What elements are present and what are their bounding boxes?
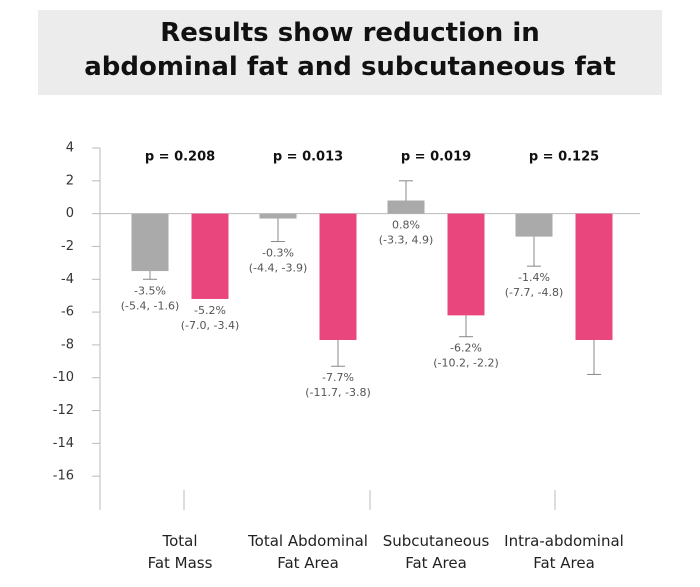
x-tick-label: Total Fat Mass	[147, 532, 213, 572]
y-tick-label: -10	[53, 370, 74, 385]
p-value: p = 0.019	[401, 150, 471, 165]
value-label: -1.4%	[518, 271, 550, 284]
value-label: -7.7%	[322, 371, 354, 384]
p-value: p = 0.125	[529, 150, 599, 165]
y-tick-label: -14	[53, 436, 74, 451]
chart-title: Results show reduction in abdominal fat …	[84, 18, 616, 82]
bar	[387, 200, 425, 214]
ci-label: (-7.0, -3.4)	[181, 319, 240, 332]
bar	[319, 213, 357, 340]
bar	[131, 213, 169, 272]
y-tick-label: 4	[66, 141, 74, 156]
bar	[191, 213, 229, 299]
bar	[515, 213, 553, 237]
value-label: -3.5%	[134, 284, 166, 297]
x-tick-label: Intra-abdominal Fat Area	[504, 532, 624, 572]
p-value: p = 0.208	[145, 150, 215, 165]
y-tick-label: -4	[61, 272, 74, 287]
y-tick-label: -6	[61, 305, 74, 320]
y-tick-label: 2	[66, 173, 74, 188]
bar	[259, 213, 297, 219]
y-tick-label: -12	[53, 403, 74, 418]
ci-label: (-5.4, -1.6)	[121, 299, 180, 312]
ci-label: (-10.2, -2.2)	[433, 357, 499, 370]
value-label: -6.2%	[450, 342, 482, 355]
y-tick-label: -8	[61, 337, 74, 352]
bar	[575, 213, 613, 340]
ci-label: (-7.7, -4.8)	[505, 286, 564, 299]
ci-label: (-11.7, -3.8)	[305, 386, 371, 399]
ci-label: (-3.3, 4.9)	[379, 234, 434, 247]
value-label: 0.8%	[392, 219, 420, 232]
y-tick-label: -2	[61, 239, 74, 254]
title-box	[38, 10, 662, 95]
ci-label: (-4.4, -3.9)	[249, 262, 308, 275]
bar	[447, 213, 485, 316]
value-label: -5.2%	[194, 304, 226, 317]
value-label: -0.3%	[262, 247, 294, 260]
y-tick-label: -16	[53, 469, 74, 484]
x-tick-label: Subcutaneous Fat Area	[382, 532, 490, 572]
y-tick-label: 0	[66, 206, 74, 221]
p-value: p = 0.013	[273, 150, 343, 165]
x-tick-label: Total Abdominal Fat Area	[248, 532, 368, 572]
